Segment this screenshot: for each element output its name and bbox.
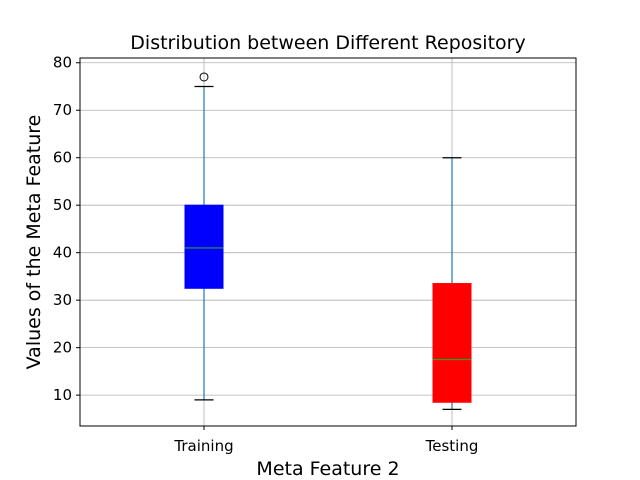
grid (80, 58, 576, 426)
x-tick-label-testing: Testing (425, 437, 479, 455)
y-tick-label: 10 (53, 386, 72, 404)
y-tick-label: 60 (53, 149, 72, 167)
box-training (184, 72, 224, 401)
y-axis-ticks: 10 20 30 40 50 60 70 80 (53, 54, 80, 404)
box-body-training (184, 204, 224, 289)
box-body-testing (432, 283, 472, 403)
boxes (184, 72, 472, 410)
y-tick-label: 80 (53, 54, 72, 72)
x-axis-ticks: Training Testing (173, 426, 478, 455)
chart-title: Distribution between Different Repositor… (130, 32, 525, 54)
y-tick-label: 20 (53, 339, 72, 357)
plot-frame (79, 57, 577, 427)
y-tick-label: 30 (53, 291, 72, 309)
x-axis-label: Meta Feature 2 (256, 458, 399, 480)
y-tick-label: 50 (53, 196, 72, 214)
outlier-point-training (199, 72, 209, 82)
x-tick-label-training: Training (173, 437, 233, 455)
y-tick-label: 70 (53, 101, 72, 119)
box-testing (432, 157, 472, 410)
y-axis-label: Values of the Meta Feature (23, 115, 45, 370)
y-tick-label: 40 (53, 244, 72, 262)
